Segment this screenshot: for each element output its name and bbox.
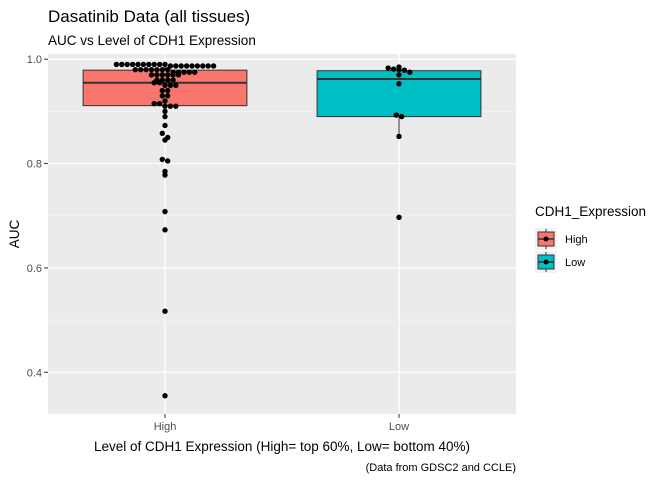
data-point <box>396 214 402 221</box>
data-point <box>192 69 198 75</box>
x-tick-label: Low <box>389 421 409 433</box>
data-point <box>162 308 168 314</box>
data-point <box>165 158 171 164</box>
chart-title: Dasatinib Data (all tissues) <box>48 7 250 26</box>
data-point <box>162 393 168 399</box>
data-point <box>194 63 201 69</box>
data-point <box>129 61 136 68</box>
data-point <box>183 63 190 69</box>
data-point <box>162 208 168 215</box>
data-point <box>159 156 165 163</box>
data-point <box>205 63 211 69</box>
data-point <box>396 66 402 73</box>
data-point <box>156 79 163 86</box>
data-point <box>178 63 184 69</box>
data-point <box>159 66 165 73</box>
data-point <box>165 93 171 99</box>
data-point <box>401 67 408 73</box>
data-point <box>151 100 157 107</box>
data-point <box>119 61 125 68</box>
data-point <box>200 63 206 69</box>
data-point <box>167 103 174 109</box>
data-point <box>162 103 168 109</box>
data-point <box>154 66 160 73</box>
data-point <box>151 79 157 86</box>
data-point <box>162 227 168 233</box>
chart-subtitle: AUC vs Level of CDH1 Expression <box>48 33 256 48</box>
legend-title: CDH1_Expression <box>535 204 646 219</box>
data-point <box>138 66 144 73</box>
data-point <box>407 69 413 75</box>
data-point <box>159 93 165 99</box>
data-point <box>159 87 165 94</box>
data-point <box>148 66 155 73</box>
data-point <box>189 63 195 69</box>
data-point <box>173 63 179 69</box>
data-point <box>396 72 402 78</box>
boxes-layer <box>82 64 482 137</box>
data-point <box>159 72 165 78</box>
data-point <box>385 65 391 71</box>
data-point <box>146 61 152 68</box>
legend-key-point <box>543 259 549 265</box>
data-point <box>175 72 182 78</box>
legend-label-high: High <box>565 234 588 246</box>
x-axis-title: Level of CDH1 Expression (High= top 60%,… <box>94 439 470 454</box>
data-point <box>162 172 168 178</box>
data-point <box>399 113 405 120</box>
data-point <box>148 72 155 78</box>
points-layer <box>113 61 413 399</box>
legend-key-point <box>543 236 549 242</box>
legend-label-low: Low <box>565 257 585 269</box>
data-point <box>143 66 149 73</box>
data-point <box>162 137 168 143</box>
y-axis: 0.4 0.6 0.8 1.0 <box>27 54 48 379</box>
y-tick-label: 0.4 <box>27 367 42 379</box>
data-point <box>132 66 138 73</box>
data-point <box>210 63 217 69</box>
legend: CDH1_Expression High Low <box>535 204 646 273</box>
data-point <box>165 66 171 73</box>
y-tick-label: 0.6 <box>27 263 42 275</box>
y-tick-label: 0.8 <box>27 159 42 171</box>
data-point <box>156 100 163 107</box>
data-point <box>154 72 160 78</box>
data-point <box>181 69 187 75</box>
data-point <box>170 77 176 83</box>
data-point <box>396 133 402 140</box>
x-axis: High Low <box>154 414 409 433</box>
data-point <box>186 69 192 75</box>
data-point <box>135 61 141 68</box>
x-tick-label: High <box>154 421 177 433</box>
box-low <box>316 70 482 118</box>
data-point <box>173 82 179 89</box>
data-point <box>393 112 399 118</box>
data-point <box>165 77 171 83</box>
data-point <box>167 82 174 89</box>
data-point <box>162 122 168 129</box>
data-point <box>159 130 165 137</box>
y-axis-title: AUC <box>7 220 22 249</box>
data-point <box>140 61 147 68</box>
data-point <box>390 66 397 72</box>
data-point <box>162 113 168 120</box>
chart-caption: (Data from GDSC2 and CCLE) <box>366 462 516 474</box>
data-point <box>162 82 168 89</box>
data-point <box>162 61 168 68</box>
data-point <box>156 61 163 68</box>
data-point <box>162 98 168 104</box>
data-point <box>396 81 402 87</box>
data-point <box>113 61 120 68</box>
data-point <box>151 61 157 68</box>
y-tick-label: 1.0 <box>27 54 42 66</box>
data-point <box>165 87 171 94</box>
data-point <box>170 72 176 78</box>
data-point <box>165 72 171 78</box>
data-point <box>162 108 168 115</box>
data-point <box>124 61 130 68</box>
data-point <box>173 103 179 109</box>
